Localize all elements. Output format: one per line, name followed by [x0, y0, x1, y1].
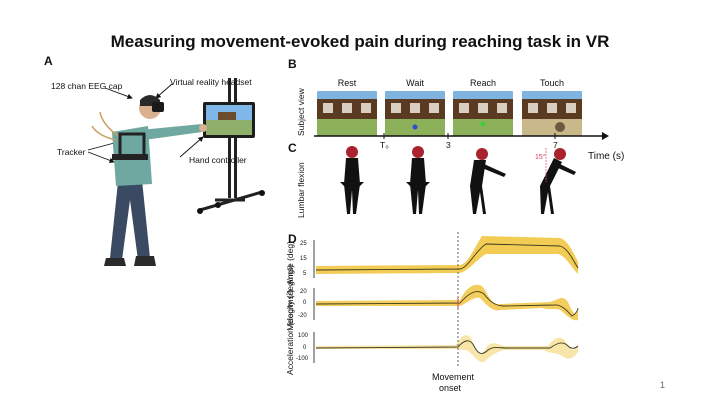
subject-view-label: Subject view — [296, 88, 306, 136]
velocity-tick-mid: 0 — [303, 300, 307, 306]
movement-onset-label: Movement onset — [432, 372, 475, 393]
panel-label-a: A — [44, 54, 53, 68]
angle-tick-top: 25 — [300, 241, 307, 247]
panel-label-b: B — [288, 57, 297, 71]
vr-frame-wait — [385, 91, 445, 136]
lumbar-flexion-label: Lumbar flexion — [296, 162, 306, 218]
velocity-tick-top: 20 — [300, 289, 307, 295]
phase-wait-label: Wait — [406, 78, 424, 88]
angle-tick-bottom: 5 — [303, 271, 307, 277]
angle-tick-mid: 15 — [300, 256, 307, 262]
time-tick-7: 7 — [553, 140, 558, 150]
panel-a-photo — [87, 78, 265, 266]
slide-title: Measuring movement-evoked pain during re… — [110, 32, 610, 51]
phase-reach-label: Reach — [469, 78, 496, 88]
annotation-vr-headset: Virtual reality headset — [170, 77, 252, 87]
accel-tick-top: 100 — [298, 333, 309, 339]
time-tick-t0: T₀ — [380, 140, 389, 150]
time-axis-label: Time (s) — [588, 151, 625, 162]
vr-frame-reach — [453, 91, 513, 136]
kinematic-traces — [313, 232, 579, 368]
velocity-tick-bottom: -20 — [298, 313, 307, 319]
angle-marker-label: 15° — [535, 154, 546, 161]
lumbar-silhouettes — [340, 146, 576, 214]
accel-tick-bottom: -100 — [296, 356, 309, 362]
phase-rest-label: Rest — [337, 78, 357, 88]
page-number: 1 — [660, 380, 666, 390]
phase-touch-label: Touch — [539, 78, 565, 88]
panel-label-d: D — [288, 232, 297, 246]
annotation-eeg-cap: 128 chan EEG cap — [51, 81, 123, 91]
time-tick-3: 3 — [446, 140, 451, 150]
vr-frame-rest — [317, 91, 377, 136]
time-axis — [314, 132, 609, 140]
panel-label-c: C — [288, 141, 297, 155]
accel-tick-mid: 0 — [303, 345, 307, 351]
vr-frame-touch — [522, 91, 582, 136]
row-acceleration-ylabel: Acceleration (deg/ms²) — [285, 289, 295, 375]
annotation-hand-controller: Hand controller — [189, 155, 247, 165]
annotation-tracker: Tracker — [57, 147, 86, 157]
